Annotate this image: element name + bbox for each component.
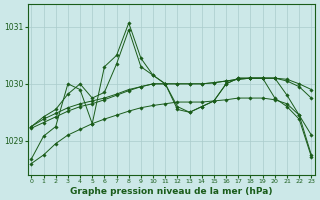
X-axis label: Graphe pression niveau de la mer (hPa): Graphe pression niveau de la mer (hPa): [70, 187, 273, 196]
